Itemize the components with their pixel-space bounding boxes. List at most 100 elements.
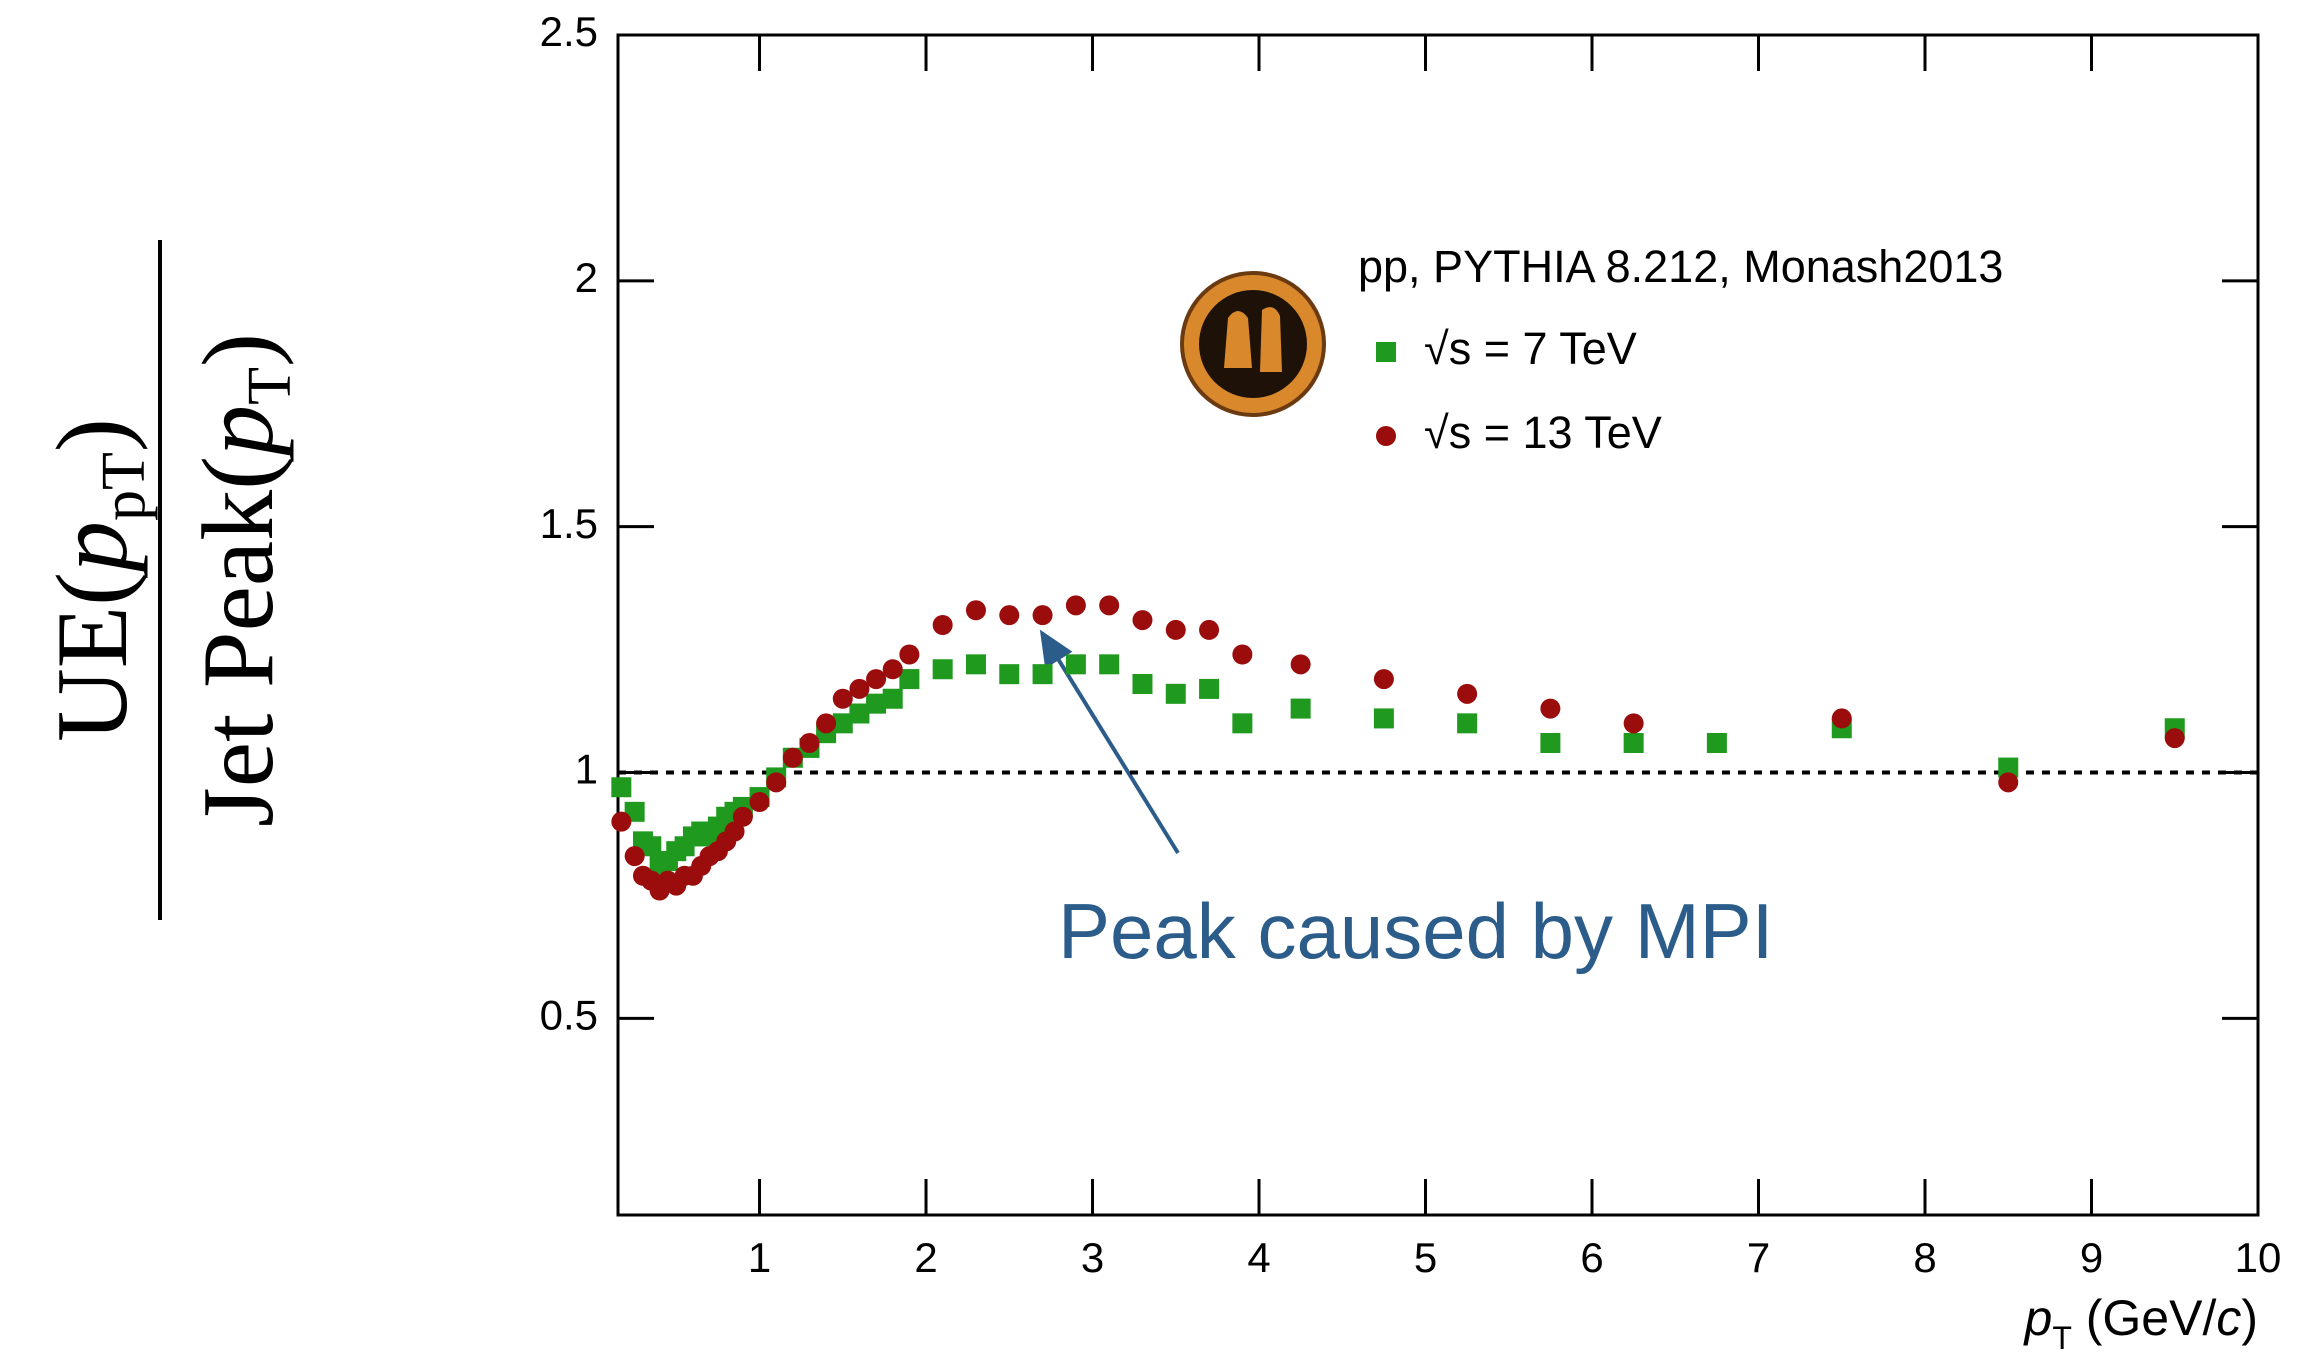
legend-label: √s = 7 TeV — [1424, 323, 1637, 374]
data-point — [1132, 674, 1153, 694]
y-tick-label: 1.5 — [540, 500, 598, 547]
text: p — [182, 405, 295, 462]
data-point — [1132, 610, 1153, 631]
data-point — [1099, 654, 1120, 675]
data-point — [732, 806, 753, 827]
data-point — [1290, 698, 1311, 719]
x-tick-label: 10 — [2235, 1234, 2282, 1281]
y-tick-label: 0.5 — [540, 991, 598, 1038]
data-point — [1165, 619, 1186, 640]
data-point — [1199, 619, 1220, 640]
x-tick-label: 3 — [1081, 1234, 1104, 1281]
text: p — [2023, 1290, 2053, 1346]
data-point — [1998, 772, 2019, 793]
legend-title: pp, PYTHIA 8.212, Monash2013 — [1358, 241, 2003, 292]
x-axis-label: pT (GeV/c) — [2023, 1290, 2259, 1356]
text: T — [2052, 1320, 2072, 1356]
data-point — [1065, 595, 1086, 616]
data-point — [799, 733, 820, 753]
x-tick-label: 2 — [914, 1234, 937, 1281]
data-point — [1831, 708, 1852, 729]
plot-frame — [616, 33, 2260, 1217]
text: Jet Peak( — [182, 456, 295, 827]
data-point — [866, 693, 887, 714]
data-point — [1457, 713, 1478, 734]
logo — [1180, 271, 1326, 417]
data-point — [766, 772, 787, 793]
logo-figures — [1224, 307, 1282, 372]
text: UE( — [36, 572, 149, 742]
annotation-arrow — [1039, 629, 1180, 855]
text: T — [236, 367, 304, 405]
data-point — [999, 664, 1020, 685]
data-point — [1099, 595, 1120, 616]
text: ) — [2241, 1290, 2258, 1346]
x-tick-label: 4 — [1247, 1234, 1270, 1281]
legend-marker — [1376, 426, 1396, 446]
data-point — [1232, 713, 1253, 734]
y-tick-label: 1 — [575, 746, 598, 793]
data-point — [1457, 683, 1478, 704]
x-tick-label: 9 — [2080, 1234, 2103, 1281]
y-label-numerator: UE(ppT) — [36, 418, 158, 742]
data-point — [849, 678, 870, 699]
text: ) — [182, 333, 295, 367]
data-point — [624, 846, 645, 867]
data-point — [965, 654, 986, 675]
data-point — [1065, 654, 1086, 675]
data-point — [965, 600, 986, 621]
legend-label: √s = 13 TeV — [1424, 407, 1662, 458]
data-point — [932, 615, 953, 635]
data-point — [1373, 708, 1394, 729]
data-point — [641, 836, 662, 857]
data-point — [1623, 733, 1644, 753]
y-axis-label: UE(ppT) Jet Peak(pT) — [36, 240, 304, 920]
data-point — [1032, 605, 1053, 626]
data-point — [882, 659, 903, 680]
text: ) — [36, 418, 149, 452]
text: p — [36, 521, 149, 578]
y-label-denominator: Jet Peak(pT) — [182, 333, 304, 827]
data-point — [816, 713, 837, 734]
data-point — [849, 703, 870, 724]
logo-center — [1199, 290, 1307, 398]
data-point — [611, 777, 632, 798]
text: c — [2216, 1290, 2241, 1346]
data-point — [1373, 669, 1394, 690]
x-tick-label: 8 — [1913, 1234, 1936, 1281]
data-point — [1540, 698, 1561, 719]
data-point — [749, 792, 770, 812]
data-point — [832, 713, 853, 734]
data-point — [932, 659, 953, 680]
data-point — [866, 669, 887, 690]
data-point — [1290, 654, 1311, 675]
data-point — [1165, 683, 1186, 704]
legend-marker — [1376, 342, 1396, 362]
data-point — [1032, 664, 1053, 685]
x-tick-label: 5 — [1414, 1234, 1437, 1281]
data-point — [1706, 733, 1727, 753]
text: pT — [90, 452, 158, 521]
x-tick-label: 6 — [1580, 1234, 1603, 1281]
data-point — [1540, 733, 1561, 753]
data-point — [611, 811, 632, 832]
data-point — [882, 688, 903, 709]
data-point — [1623, 713, 1644, 734]
data-point — [1998, 757, 2019, 778]
data-point — [1199, 678, 1220, 699]
data-point — [899, 669, 920, 690]
data-point — [999, 605, 1020, 626]
y-tick-label: 2 — [575, 254, 598, 301]
data-point — [899, 644, 920, 665]
data-point — [782, 747, 803, 768]
x-tick-label: 7 — [1747, 1234, 1770, 1281]
annotation: Peak caused by MPI — [1058, 887, 1773, 975]
data-point — [724, 821, 745, 842]
data-point — [1232, 644, 1253, 665]
x-tick-label: 1 — [748, 1234, 771, 1281]
text: (GeV/ — [2072, 1290, 2217, 1346]
data-point — [2164, 728, 2185, 749]
data-point — [832, 688, 853, 709]
